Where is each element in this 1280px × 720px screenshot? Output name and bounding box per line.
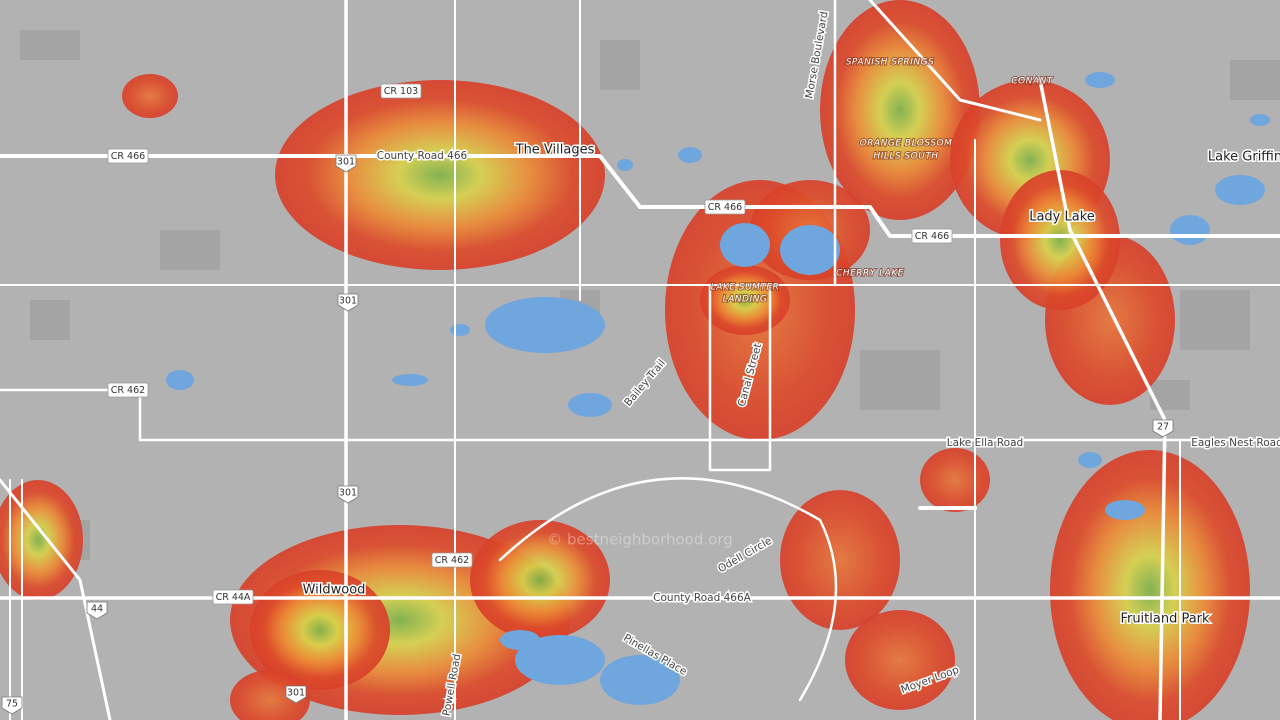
lake (485, 297, 605, 353)
lake (1085, 72, 1115, 88)
highway-shield (1, 696, 23, 715)
heat-zone (845, 610, 955, 710)
lake (1250, 114, 1270, 126)
district-label: CONANT (1011, 77, 1053, 87)
lake (780, 225, 840, 275)
district-label: LAKE SUMTER (711, 283, 780, 293)
heat-zone (820, 0, 980, 220)
lake (600, 655, 680, 705)
highway-shield (337, 485, 359, 504)
road-shield (107, 382, 149, 398)
lake (166, 370, 194, 390)
highway-shield-label: 44 (91, 604, 103, 615)
road-shield-label: CR 466 (915, 231, 949, 242)
lake (678, 147, 702, 163)
road-label: County Road 466 (377, 150, 468, 162)
road-shield-label: CR 103 (384, 86, 418, 97)
road-shield (107, 148, 149, 164)
parcel (20, 30, 80, 60)
highway-shield-label: 301 (287, 688, 305, 699)
highway-shield (337, 293, 359, 312)
road-shield (212, 589, 254, 605)
parcel (160, 230, 220, 270)
heat-zone (275, 80, 605, 270)
heat-zone (230, 670, 310, 720)
highway-shield-label: 301 (339, 488, 357, 499)
road-shield-label: CR 466 (708, 202, 742, 213)
heat-zone (122, 74, 178, 118)
highway-shield-label: 301 (339, 296, 357, 307)
lake (500, 630, 540, 650)
highway-shield (285, 685, 307, 704)
heat-zone (920, 448, 990, 512)
road-shield (911, 228, 953, 244)
watermark: © bestneighborhood.org (547, 531, 733, 549)
lake (1105, 500, 1145, 520)
road-label: County Road 466A (653, 592, 751, 604)
road-shield-label: CR 462 (435, 555, 469, 566)
road-shield (380, 83, 422, 99)
lake (1170, 215, 1210, 245)
highway-shield-label: 75 (6, 699, 18, 710)
heat-zone (700, 265, 790, 335)
road (498, 477, 838, 702)
road (1038, 78, 1167, 720)
highway-shield (1152, 419, 1174, 438)
highway-shield (86, 601, 108, 620)
highway-shield-label: 301 (337, 157, 355, 168)
place-label: Fruitland Park (1120, 612, 1210, 627)
road-label: Lake Ella Road (947, 437, 1023, 449)
place-label: Wildwood (303, 583, 366, 598)
heat-zone (470, 520, 610, 640)
parcel (860, 350, 940, 410)
lake (617, 159, 633, 171)
lake (450, 324, 470, 336)
road (708, 283, 772, 472)
road (868, 0, 1042, 122)
place-label: Lady Lake (1029, 210, 1095, 225)
road-shield-label: CR 44A (216, 592, 251, 603)
heat-zone (0, 480, 83, 600)
place-label: Lake Griffin (1208, 150, 1280, 165)
heat-zone (780, 490, 900, 630)
road-shield (704, 199, 746, 215)
parcel (1180, 290, 1250, 350)
parcel (30, 300, 70, 340)
lake (515, 635, 605, 685)
lake (1078, 452, 1102, 468)
road-label: Eagles Nest Road (1191, 437, 1280, 449)
highway-shield (335, 154, 357, 173)
road (9, 479, 23, 720)
heat-zone (250, 570, 390, 690)
lakes (166, 72, 1270, 705)
heat-zone (1050, 450, 1250, 720)
lake (1215, 175, 1265, 205)
lake (568, 393, 612, 417)
lake (392, 374, 428, 386)
road-shield-label: CR 462 (111, 385, 145, 396)
highway-shield-label: 27 (1157, 422, 1169, 433)
district-label: HILLS SOUTH (873, 152, 938, 162)
parcel (600, 40, 640, 90)
district-label: CHERRY LAKE (836, 269, 904, 279)
road-shield-label: CR 466 (111, 151, 145, 162)
road-shield (431, 552, 473, 568)
road (0, 478, 112, 720)
road (0, 154, 1280, 238)
parcel (1230, 60, 1280, 100)
district-label: SPANISH SPRINGS (846, 58, 935, 68)
district-label: LANDING (723, 295, 768, 305)
place-label: The Villages (515, 143, 595, 158)
district-label: ORANGE BLOSSOM (860, 139, 953, 149)
lake (720, 223, 770, 267)
heat-zone (1000, 170, 1120, 310)
